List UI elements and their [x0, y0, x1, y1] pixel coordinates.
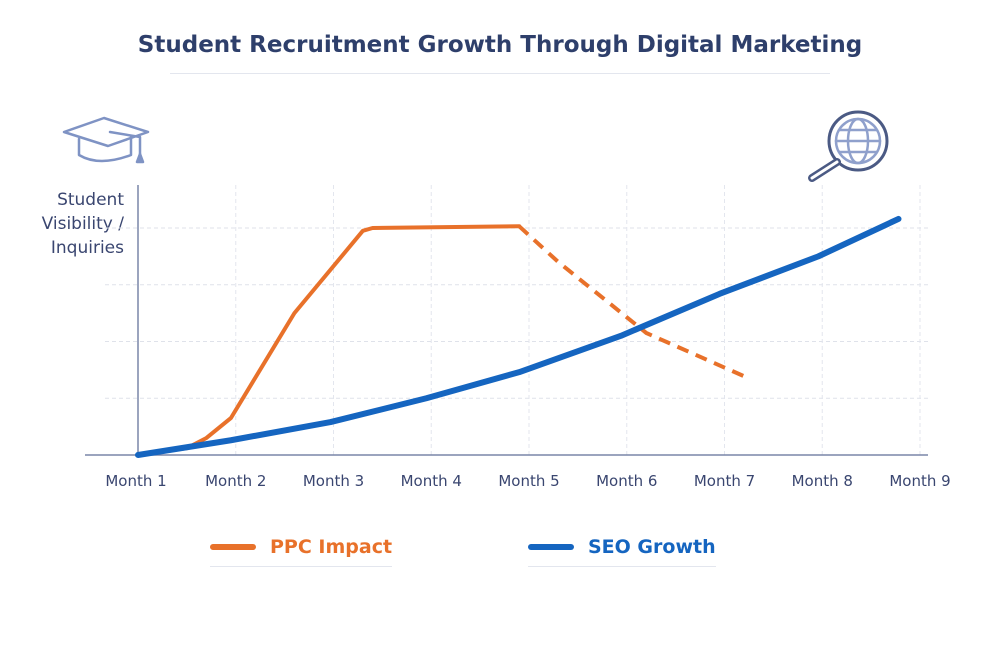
legend-swatch-seo — [528, 544, 574, 550]
x-tick-label: Month 9 — [889, 472, 950, 490]
x-tick-label: Month 5 — [498, 472, 559, 490]
x-tick-label: Month 7 — [694, 472, 755, 490]
seo-line — [135, 215, 902, 458]
legend-ppc: PPC Impact — [210, 536, 393, 567]
y-axis-label: Student Visibility / Inquiries — [41, 190, 124, 258]
legend-swatch-ppc — [210, 544, 256, 550]
x-tick-label: Month 6 — [596, 472, 657, 490]
x-tick-label: Month 2 — [205, 472, 266, 490]
x-tick-label: Month 8 — [792, 472, 853, 490]
legend-label-seo: SEO Growth — [588, 536, 716, 558]
legend-label-ppc: PPC Impact — [270, 536, 393, 558]
x-tick-label: Month 3 — [303, 472, 364, 490]
ppc-projected-line — [517, 224, 750, 381]
legend-seo: SEO Growth — [528, 536, 716, 567]
title-divider — [170, 73, 830, 74]
x-tick-label: Month 4 — [401, 472, 462, 490]
x-tick-label: Month 1 — [105, 472, 166, 490]
chart-title: Student Recruitment Growth Through Digit… — [137, 32, 863, 58]
